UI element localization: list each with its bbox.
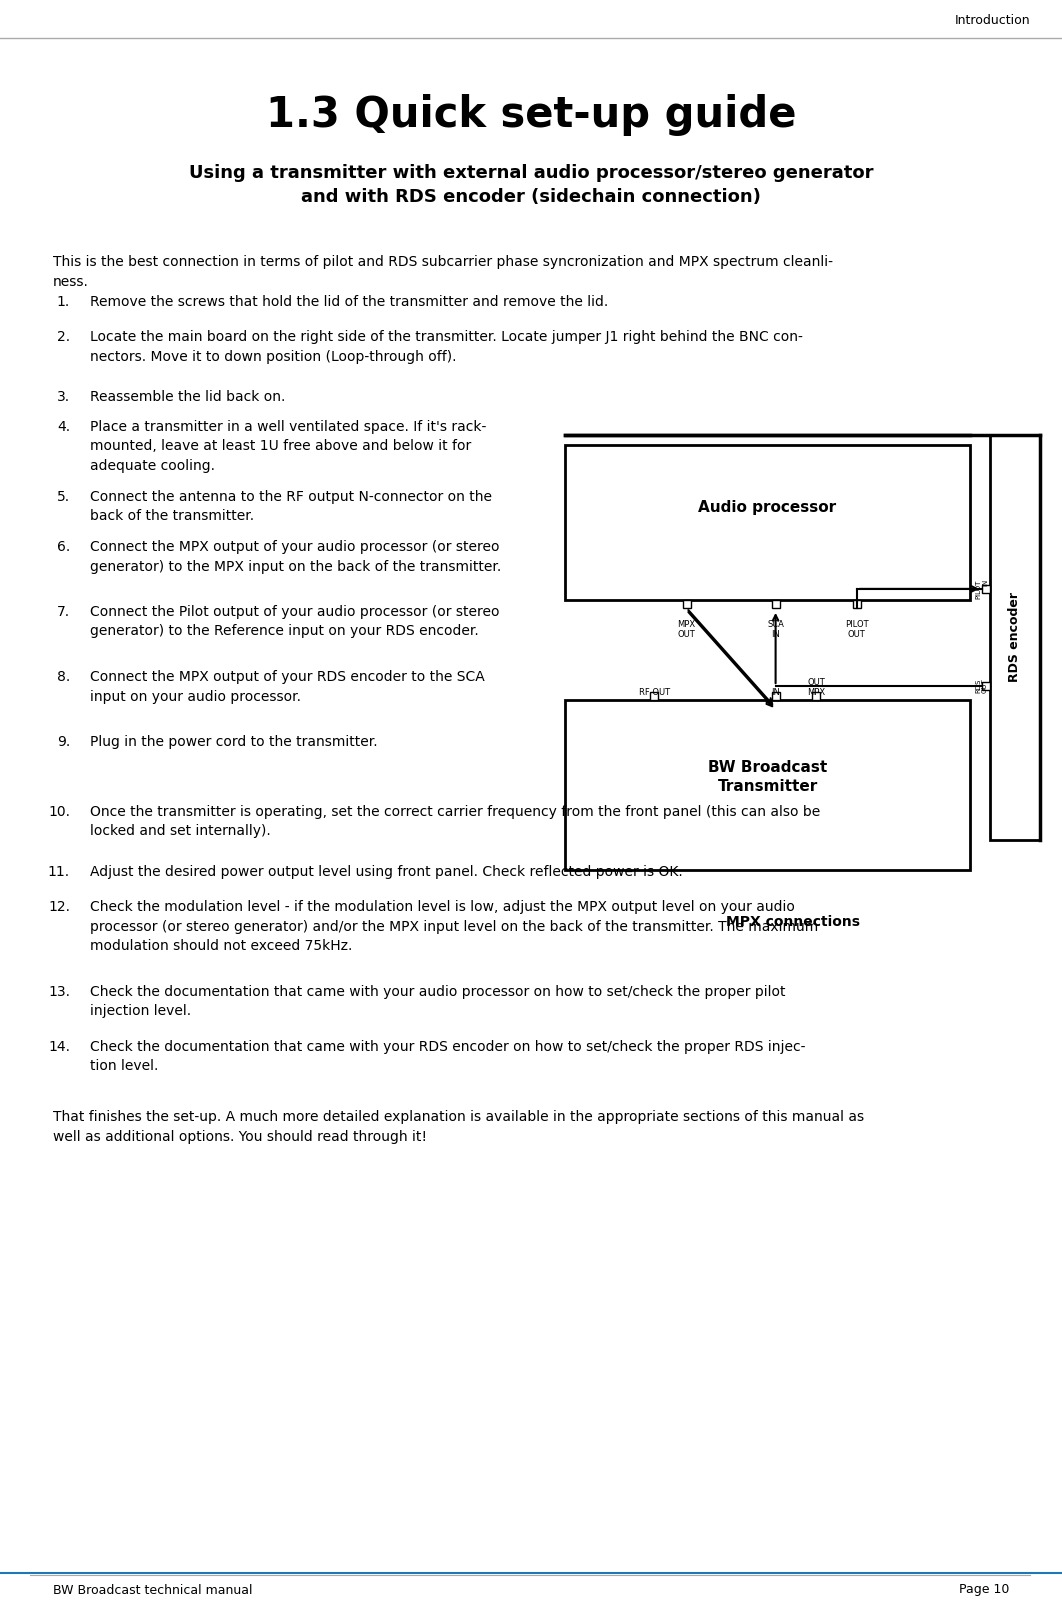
Text: IN: IN (771, 688, 780, 698)
Text: RF OUT: RF OUT (638, 688, 670, 698)
Bar (565, 445, 970, 599)
Text: RDS encoder: RDS encoder (1009, 593, 1022, 683)
Text: This is the best connection in terms of pilot and RDS subcarrier phase syncroniz: This is the best connection in terms of … (53, 255, 833, 288)
Text: SCA
IN: SCA IN (767, 620, 784, 640)
Text: 1.: 1. (56, 295, 70, 309)
Text: RDS
OUT: RDS OUT (975, 678, 988, 693)
Text: Connect the MPX output of your audio processor (or stereo
generator) to the MPX : Connect the MPX output of your audio pro… (90, 540, 501, 574)
Bar (565, 701, 970, 870)
Text: 14.: 14. (48, 1041, 70, 1054)
Text: 12.: 12. (48, 901, 70, 913)
Text: Check the documentation that came with your RDS encoder on how to set/check the : Check the documentation that came with y… (90, 1041, 805, 1073)
Text: 13.: 13. (48, 984, 70, 999)
Text: 2.: 2. (57, 330, 70, 345)
Bar (853, 599, 860, 607)
Text: Remove the screws that hold the lid of the transmitter and remove the lid.: Remove the screws that hold the lid of t… (90, 295, 609, 309)
Text: Place a transmitter in a well ventilated space. If it's rack-
mounted, leave at : Place a transmitter in a well ventilated… (90, 420, 486, 474)
Bar (812, 693, 820, 701)
Text: Adjust the desired power output level using front panel. Check reflected power i: Adjust the desired power output level us… (90, 865, 683, 880)
Text: Plug in the power cord to the transmitter.: Plug in the power cord to the transmitte… (90, 735, 378, 749)
Text: PILOT
OUT: PILOT OUT (844, 620, 869, 640)
Text: OUT
MPX: OUT MPX (807, 678, 825, 698)
Text: Audio processor: Audio processor (699, 499, 837, 516)
Text: 4.: 4. (57, 420, 70, 433)
Text: Page 10: Page 10 (959, 1584, 1009, 1597)
Text: 9.: 9. (56, 735, 70, 749)
Text: MPX
OUT: MPX OUT (678, 620, 696, 640)
Text: 3.: 3. (57, 390, 70, 404)
Text: BW Broadcast
Transmitter: BW Broadcast Transmitter (708, 760, 827, 794)
Text: Once the transmitter is operating, set the correct carrier frequency from the fr: Once the transmitter is operating, set t… (90, 806, 820, 838)
Text: Locate the main board on the right side of the transmitter. Locate jumper J1 rig: Locate the main board on the right side … (90, 330, 803, 364)
Text: 8.: 8. (56, 670, 70, 685)
Bar (982, 585, 990, 593)
Text: Introduction: Introduction (955, 13, 1030, 26)
Bar (772, 693, 780, 701)
Text: That finishes the set-up. A much more detailed explanation is available in the a: That finishes the set-up. A much more de… (53, 1110, 864, 1144)
Text: 10.: 10. (48, 806, 70, 818)
Text: Connect the MPX output of your RDS encoder to the SCA
input on your audio proces: Connect the MPX output of your RDS encod… (90, 670, 484, 704)
Text: Check the documentation that came with your audio processor on how to set/check : Check the documentation that came with y… (90, 984, 786, 1018)
Text: MPX connections: MPX connections (725, 915, 859, 930)
Text: 1.3 Quick set-up guide: 1.3 Quick set-up guide (266, 93, 796, 135)
Text: 5.: 5. (57, 490, 70, 504)
Bar (990, 435, 1040, 839)
Text: Reassemble the lid back on.: Reassemble the lid back on. (90, 390, 286, 404)
Text: 11.: 11. (48, 865, 70, 880)
Text: 6.: 6. (56, 540, 70, 554)
Bar (982, 681, 990, 690)
Text: 7.: 7. (57, 606, 70, 619)
Bar (683, 599, 690, 607)
Text: BW Broadcast technical manual: BW Broadcast technical manual (53, 1584, 253, 1597)
Text: Check the modulation level - if the modulation level is low, adjust the MPX outp: Check the modulation level - if the modu… (90, 901, 818, 954)
Text: PILOT
IN: PILOT IN (975, 580, 988, 599)
Text: Connect the Pilot output of your audio processor (or stereo
generator) to the Re: Connect the Pilot output of your audio p… (90, 606, 499, 638)
Text: Connect the antenna to the RF output N-connector on the
back of the transmitter.: Connect the antenna to the RF output N-c… (90, 490, 492, 524)
Bar (650, 693, 658, 701)
Text: Using a transmitter with external audio processor/stereo generator
and with RDS : Using a transmitter with external audio … (189, 163, 873, 206)
Bar (772, 599, 780, 607)
